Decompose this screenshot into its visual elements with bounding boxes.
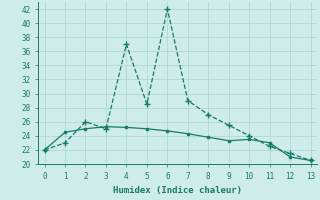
X-axis label: Humidex (Indice chaleur): Humidex (Indice chaleur) <box>113 186 242 195</box>
